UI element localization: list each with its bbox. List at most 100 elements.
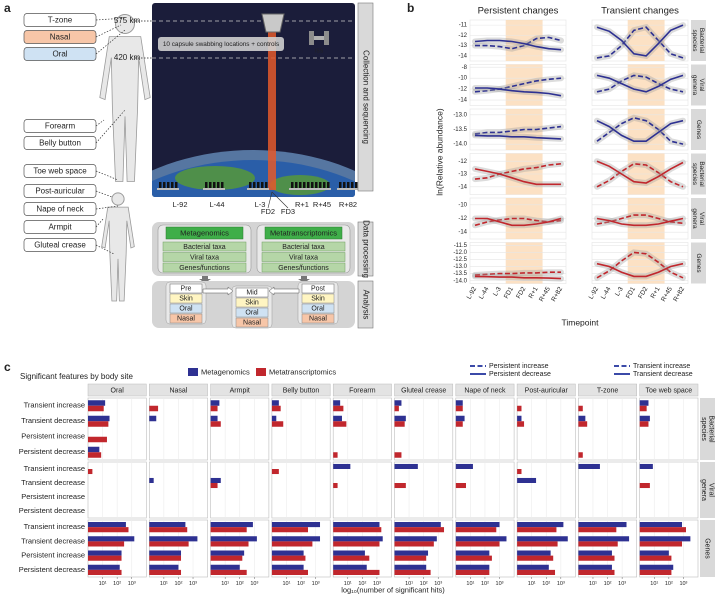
x-tick-label: 10³ (373, 581, 381, 587)
legend-label: Persistent decrease (489, 371, 551, 378)
legend-swatch (256, 368, 266, 376)
trend-line (596, 160, 684, 184)
x-tick-label: 10³ (496, 581, 504, 587)
x-tick-label: FD2 (637, 286, 649, 300)
bar (394, 421, 405, 427)
trend-line (596, 251, 684, 279)
x-tick-label: 10¹ (99, 581, 107, 587)
ground-station (347, 182, 350, 188)
bar (517, 469, 522, 475)
station-base (203, 188, 225, 190)
site-strip (149, 383, 208, 397)
bar (578, 569, 615, 576)
bar (333, 555, 370, 561)
bar (517, 555, 554, 561)
site-label: T-zone (48, 16, 73, 25)
site-chip (169, 293, 203, 304)
bar (149, 405, 159, 412)
y-tick-label: -12 (458, 87, 467, 93)
y-tick-label: -12.5 (453, 257, 467, 263)
trend-line (596, 162, 684, 188)
bar (88, 521, 126, 528)
group-strip-label: Viralgenera (700, 479, 715, 501)
stage-label: Data processing (361, 220, 370, 278)
column-title: Transient changes (601, 6, 679, 17)
trend-line (596, 116, 684, 145)
x-tick-label: 10¹ (405, 581, 413, 587)
flight-band (505, 64, 543, 106)
bar (271, 415, 277, 422)
x-tick-label: 10³ (250, 581, 258, 587)
ground-station (355, 182, 358, 188)
bar (517, 415, 522, 422)
bar (578, 555, 615, 561)
bar (149, 555, 182, 561)
bar (271, 541, 313, 547)
bar (517, 521, 564, 528)
iss-body (312, 36, 326, 40)
site-strip (639, 383, 699, 397)
y-tick-label: -10 (458, 76, 467, 82)
x-tick-label: 10³ (618, 581, 626, 587)
x-tick-label: 10³ (557, 581, 565, 587)
bar (517, 477, 537, 483)
bar (210, 536, 257, 542)
bar (639, 521, 683, 528)
trend-line (475, 87, 562, 97)
site-strip-label: Oral (111, 387, 125, 394)
site-strip (332, 383, 392, 397)
row-strip (691, 64, 706, 106)
bar (639, 541, 683, 547)
bar (271, 569, 309, 576)
bar (455, 550, 490, 556)
bar (455, 463, 473, 469)
capsule (261, 13, 285, 33)
trend-line (474, 275, 562, 280)
category-label: Transient decrease (21, 416, 85, 425)
bar (210, 400, 220, 406)
bar (149, 564, 179, 570)
bar (210, 477, 221, 483)
timepoint-leader (271, 191, 289, 209)
bar (210, 405, 218, 412)
ground-station (175, 182, 178, 188)
bar (455, 569, 490, 576)
ground-station (205, 182, 208, 188)
category-label: Transient increase (24, 464, 85, 473)
site-chip-label: Skin (179, 296, 193, 303)
item-box (162, 252, 247, 262)
site-label: Forearm (45, 122, 76, 131)
bar (455, 541, 500, 547)
row-strip-label: Genes (695, 253, 702, 273)
bar (578, 536, 630, 542)
bar (149, 569, 182, 576)
bar (639, 483, 650, 489)
bar (455, 400, 463, 406)
x-tick-label: 10¹ (466, 581, 474, 587)
y-tick-label: -12 (458, 216, 467, 222)
site-label: Belly button (39, 139, 81, 148)
bar (88, 541, 125, 547)
altitude-label: 420 km (114, 53, 141, 62)
bar (455, 521, 500, 528)
site-label: Gluteal crease (34, 241, 86, 250)
x-tick-label: 10³ (128, 581, 136, 587)
x-axis-title: log₁₀(number of significant hits) (341, 585, 445, 594)
y-tick-label: -14.0 (453, 278, 467, 284)
bar (88, 550, 122, 556)
category-label: Persistent decrease (19, 447, 85, 456)
phase-label: Mid (246, 290, 257, 297)
x-tick-label: 10¹ (650, 581, 658, 587)
altitude-label: 575 km (114, 16, 141, 25)
bar (333, 463, 351, 469)
site-strip-label: Nasal (169, 387, 187, 394)
bar (394, 541, 434, 547)
site-strip-label: Forearm (349, 387, 376, 394)
stage-box (357, 221, 374, 277)
ground-station (307, 182, 310, 188)
station-label: ISS (315, 48, 324, 54)
site-chip (301, 293, 335, 304)
human-body (99, 36, 151, 182)
bar (88, 421, 109, 427)
x-tick-label: 10² (297, 581, 305, 587)
